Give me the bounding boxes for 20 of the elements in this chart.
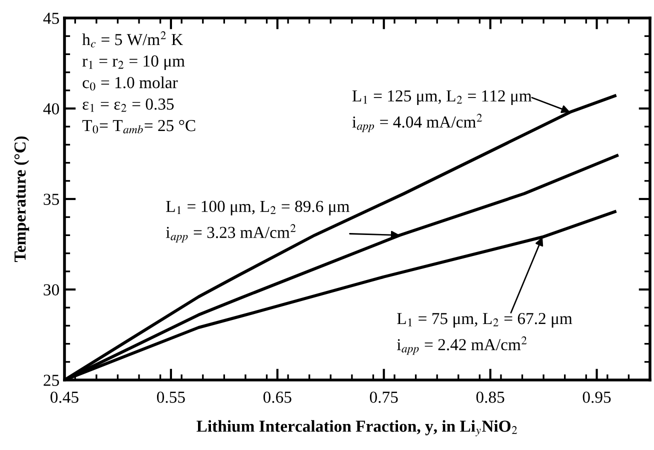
annotation: L$_{1}$ = 100 μm, L$_{2}$ = 89.6 μm <box>166 200 350 216</box>
y-tick-label: 35 <box>44 194 59 205</box>
x-tick-label: 0.85 <box>476 392 504 403</box>
annotation: L$_{1}$ = 125 μm, L$_{2}$ = 112 μm <box>352 90 532 105</box>
annotation: i$_{app}$ = 4.04 mA/cm$^{2}$ <box>352 114 482 132</box>
x-axis-title: Lithium Intercalation Fraction, y, in Li$_{y}$NiO$_{2}$ <box>196 420 518 436</box>
annotation: i$_{app}$ = 3.23 mA/cm$^{2}$ <box>166 224 296 242</box>
annotation: i$_{app}$ = 2.42 mA/cm$^{2}$ <box>396 336 527 355</box>
text: h$_{c}$ = 5 W/m$^{2}$ K r$_{1}$ = r$_{2}$ = 10 μm c$_{0}$ = 1.0 molar ε$_{1}$ = ε$_{2}$ = 0.35 T$_{0}$= T$_{amb}$= 25 °C <box>82 31 196 134</box>
x-tick-label: 0.95 <box>582 392 611 403</box>
y-axis-title: Temperature (°C) <box>14 136 30 262</box>
x-tick-label: 0.45 <box>50 392 78 403</box>
y-tick-label: 30 <box>44 284 60 296</box>
y-tick-label: 25 <box>44 374 59 386</box>
x-tick-label: 0.55 <box>157 392 185 403</box>
x-tick-label: 0.65 <box>263 392 292 403</box>
x-tick-label: 0.75 <box>370 392 398 403</box>
y-tick-label: 40 <box>43 103 60 114</box>
annotation: L$_{1}$ = 75 μm, L$_{2}$ = 67.2 μm <box>397 312 572 328</box>
y-tick-label: 45 <box>43 12 59 24</box>
